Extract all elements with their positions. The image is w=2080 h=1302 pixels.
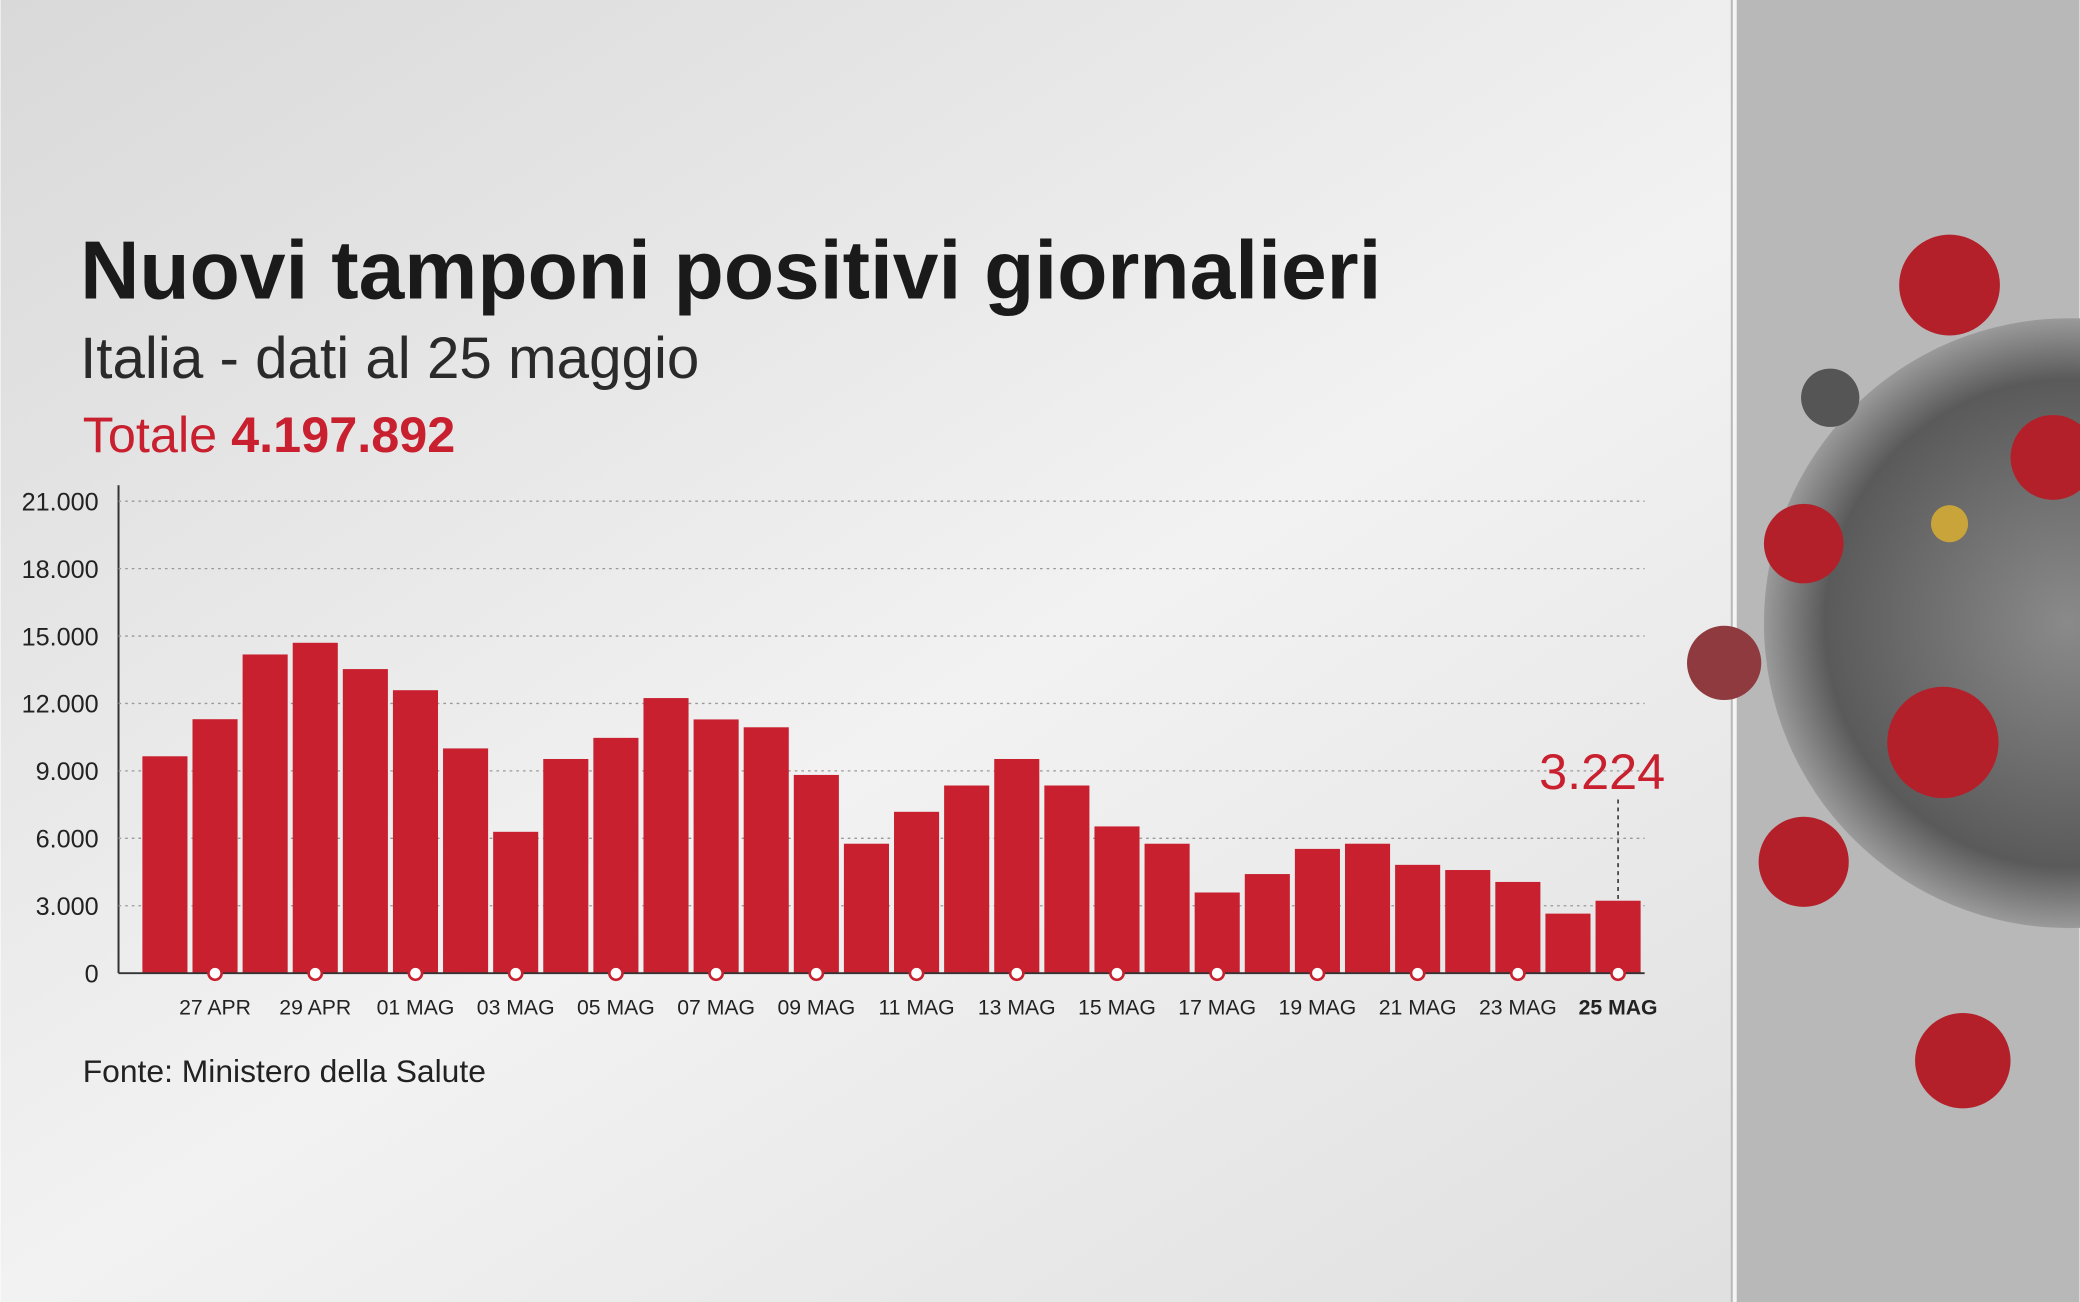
x-tick-label: 09 MAG	[777, 996, 855, 1019]
y-tick-label: 18.000	[22, 556, 99, 584]
x-tick-label: 17 MAG	[1178, 996, 1256, 1019]
x-tick-label: 19 MAG	[1279, 996, 1357, 1019]
bar	[392, 690, 439, 974]
x-tick-label: 13 MAG	[978, 996, 1056, 1019]
y-tick-label: 3.000	[36, 893, 99, 921]
total-label: Totale	[83, 406, 217, 463]
total: Totale 4.197.892	[83, 406, 456, 463]
x-tick-dot	[1409, 965, 1426, 982]
bar	[142, 756, 188, 974]
chart-subtitle: Italia - dati al 25 maggio	[80, 326, 699, 391]
y-tick-label: 15.000	[22, 623, 99, 651]
y-tick-label: 9.000	[36, 758, 99, 786]
bar	[1094, 826, 1140, 974]
bar	[793, 774, 839, 974]
x-tick-dot	[207, 965, 223, 982]
y-tick-label: 12.000	[22, 691, 99, 719]
bar	[593, 737, 639, 974]
x-tick-label: 03 MAG	[477, 996, 555, 1019]
bar	[843, 843, 889, 974]
bar	[242, 654, 288, 974]
x-tick-dot	[1008, 965, 1025, 982]
virus-spikes	[1687, 234, 2080, 1109]
x-tick-dot	[407, 965, 424, 982]
x-tick-label: 01 MAG	[377, 996, 455, 1019]
bar	[743, 727, 789, 974]
y-tick-label: 21.000	[22, 488, 99, 516]
y-tick-label: 0	[85, 960, 99, 988]
x-tick-label: 05 MAG	[577, 996, 655, 1019]
y-tick-label: 6.000	[36, 826, 99, 854]
bar	[1344, 843, 1391, 974]
x-tick-dot	[808, 965, 825, 982]
bar	[1044, 785, 1090, 974]
bar	[1194, 892, 1240, 974]
x-tick-label: 23 MAG	[1479, 996, 1557, 1019]
bar	[443, 748, 489, 974]
x-tick-dot	[908, 965, 925, 982]
x-tick-label: 11 MAG	[878, 996, 954, 1019]
x-tick-dot	[1309, 965, 1326, 982]
bar	[1294, 848, 1340, 974]
bar	[994, 758, 1040, 974]
bar	[192, 719, 238, 974]
virus-dot	[1930, 505, 1969, 543]
x-tick-dot	[607, 965, 624, 982]
x-tick-label: 15 MAG	[1078, 996, 1156, 1019]
x-tick-dot	[307, 965, 324, 982]
total-value: 4.197.892	[231, 406, 455, 463]
bar	[1495, 881, 1541, 974]
x-tick-label: 25 MAG	[1579, 996, 1658, 1019]
x-tick-dot	[1109, 965, 1125, 982]
x-tick-dot	[507, 965, 524, 982]
x-tick-dot	[1209, 965, 1226, 982]
source: Fonte: Ministero della Salute	[83, 1053, 486, 1089]
bar	[1545, 913, 1591, 974]
chart-title: Nuovi tamponi positivi giornalieri	[80, 225, 1381, 316]
bar	[944, 785, 990, 974]
bar	[894, 811, 940, 974]
bar	[1244, 874, 1290, 974]
x-tick-label: 27 APR	[179, 996, 251, 1019]
bar	[1144, 843, 1190, 974]
bar	[292, 642, 338, 974]
bar	[493, 831, 539, 974]
x-tick-dot	[708, 965, 725, 982]
bar	[342, 669, 388, 974]
x-tick-dot	[1509, 965, 1526, 982]
x-tick-label: 21 MAG	[1379, 996, 1457, 1019]
bar	[643, 698, 689, 974]
annotation-label: 3.224	[1539, 743, 1665, 800]
virus-image	[1764, 318, 2080, 929]
bar	[1445, 870, 1491, 974]
bar	[543, 758, 589, 974]
x-tick-label: 07 MAG	[677, 996, 755, 1019]
bar	[1395, 864, 1441, 974]
bar	[1595, 900, 1641, 974]
bar	[693, 719, 739, 974]
x-tick-dot	[1610, 965, 1627, 982]
x-tick-label: 29 APR	[279, 996, 351, 1019]
